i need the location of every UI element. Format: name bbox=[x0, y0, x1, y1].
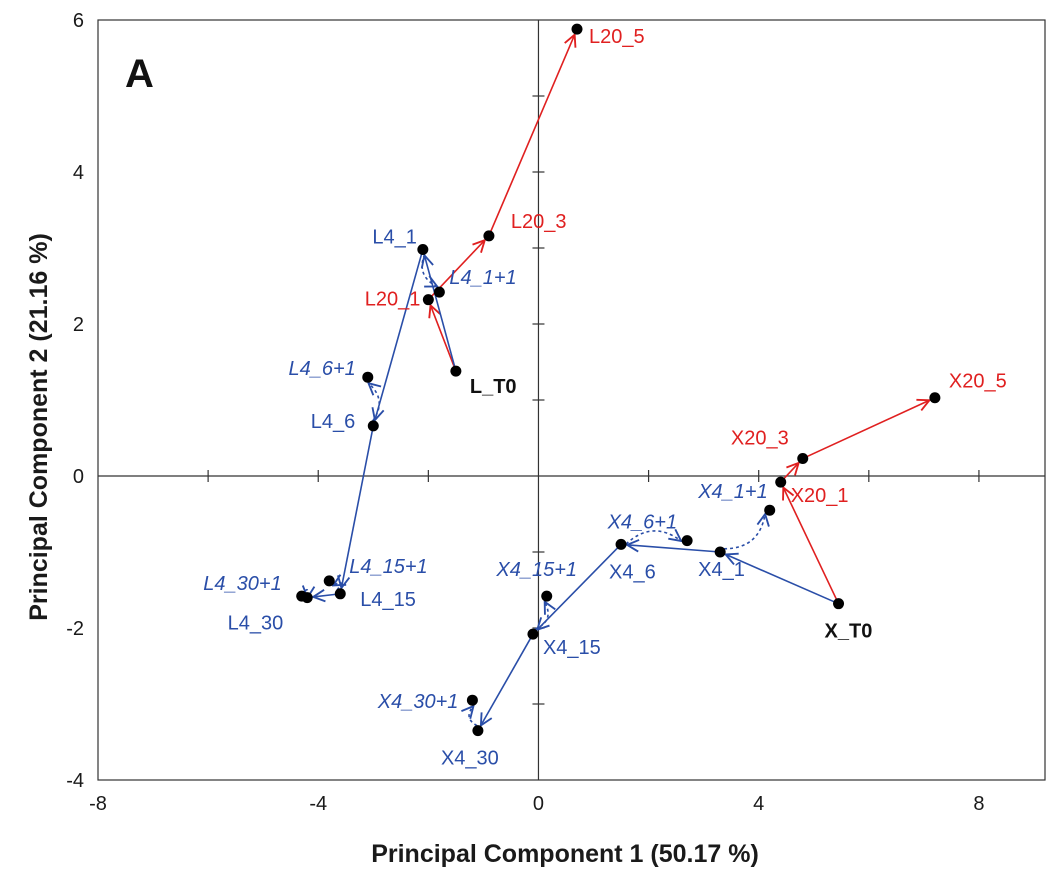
x-tick-label: -4 bbox=[309, 793, 327, 815]
arrow-l4-6-to-l4-6plus1 bbox=[368, 383, 379, 422]
label-x20-5: X20_5 bbox=[949, 371, 1007, 393]
label-l20-5: L20_5 bbox=[589, 26, 645, 48]
label-l4-30: L4_30 bbox=[228, 613, 284, 635]
arrows bbox=[301, 35, 929, 727]
y-axis-title: Principal Component 2 (21.16 %) bbox=[25, 233, 53, 621]
point-x4-6plus1 bbox=[681, 535, 693, 547]
x-tick-label: 0 bbox=[533, 793, 544, 815]
arrow-l4-15-to-l4-30 bbox=[313, 594, 336, 597]
label-x4-30plus1: X4_30+1 bbox=[377, 691, 459, 713]
arrow-x4-6-to-x4-15 bbox=[537, 547, 619, 630]
arrow-l4-6-to-l4-15 bbox=[341, 430, 374, 588]
label-x20-1: X20_1 bbox=[791, 485, 849, 507]
points bbox=[296, 23, 941, 737]
point-x20-1 bbox=[775, 476, 787, 488]
arrow-x4-6-to-x4-6plus1 bbox=[625, 531, 681, 545]
label-l4-1: L4_1 bbox=[372, 227, 417, 249]
x-tick-label: 8 bbox=[973, 793, 984, 815]
point-l4-6 bbox=[367, 420, 379, 432]
point-l4-6plus1 bbox=[362, 371, 374, 383]
label-x4-6: X4_6 bbox=[609, 561, 656, 583]
y-tick-label: 0 bbox=[73, 466, 84, 488]
label-x20-3: X20_3 bbox=[731, 428, 789, 450]
arrow-l-t0-to-l20-1 bbox=[431, 305, 455, 367]
y-tick-label: 2 bbox=[73, 314, 84, 336]
arrow-x20-3-to-x20-5 bbox=[806, 400, 929, 458]
arrow-l4-1-to-l4-6 bbox=[375, 254, 423, 420]
label-l4-6: L4_6 bbox=[311, 411, 356, 433]
label-x4-1plus1: X4_1+1 bbox=[697, 481, 768, 503]
point-x4-1 bbox=[714, 546, 726, 558]
label-x4-1: X4_1 bbox=[698, 559, 745, 581]
label-x-t0: X_T0 bbox=[825, 621, 873, 643]
label-x4-30: X4_30 bbox=[441, 748, 499, 770]
label-l4-15plus1: L4_15+1 bbox=[349, 556, 427, 578]
point-l4-15 bbox=[334, 588, 346, 600]
point-x4-6 bbox=[615, 538, 627, 550]
point-x4-1plus1 bbox=[764, 504, 776, 516]
label-x4-15plus1: X4_15+1 bbox=[495, 559, 577, 581]
arrow-x4-1-to-x4-1plus1 bbox=[723, 514, 765, 550]
point-l4-15plus1 bbox=[323, 575, 335, 587]
point-l20-5 bbox=[571, 23, 583, 35]
x-tick-label: -8 bbox=[89, 793, 107, 815]
y-tick-label: 4 bbox=[73, 162, 84, 184]
label-l4-1plus1: L4_1+1 bbox=[449, 267, 516, 289]
label-l20-3: L20_3 bbox=[511, 211, 567, 233]
point-x4-15plus1 bbox=[541, 590, 553, 602]
arrow-x20-1-to-x20-3 bbox=[783, 463, 799, 479]
arrow-x-t0-to-x20-1 bbox=[783, 487, 838, 600]
point-l20-3 bbox=[483, 230, 495, 242]
y-tick-label: -4 bbox=[66, 770, 84, 792]
label-l-t0: L_T0 bbox=[470, 376, 517, 398]
arrow-x-t0-to-x4-1 bbox=[726, 554, 835, 603]
point-x4-15 bbox=[527, 628, 539, 640]
point-labels: L_T0 L20_1 L20_3 L20_5 L4_1 L4_1+1 L4_6 L4_6+1 L… bbox=[203, 26, 1006, 769]
arrow-x4-30-to-x4-30plus1 bbox=[469, 706, 478, 727]
plot-frame bbox=[97, 19, 1046, 781]
point-x20-3 bbox=[797, 453, 809, 465]
arrow-l20-3-to-l20-5 bbox=[490, 35, 575, 232]
panel-label: A bbox=[125, 52, 154, 96]
point-l20-1 bbox=[422, 294, 434, 306]
point-x4-30plus1 bbox=[466, 694, 478, 706]
y-tick-label: -2 bbox=[66, 618, 84, 640]
label-l20-1: L20_1 bbox=[365, 289, 421, 311]
arrow-l4-15-to-l4-15plus1 bbox=[333, 583, 341, 591]
label-l4-6plus1: L4_6+1 bbox=[288, 358, 355, 380]
y-tick-label: 6 bbox=[73, 10, 84, 32]
label-x4-6plus1: X4_6+1 bbox=[607, 512, 678, 534]
x-tick-label: 4 bbox=[753, 793, 764, 815]
x-axis-title: Principal Component 1 (50.17 %) bbox=[371, 840, 759, 868]
arrow-l4-1-to-l4-1plus1 bbox=[421, 253, 437, 286]
arrow-x4-15-to-x4-30 bbox=[481, 638, 532, 725]
point-l4-1 bbox=[417, 244, 429, 256]
arrow-x4-15-to-x4-15plus1 bbox=[534, 602, 548, 631]
arrow-x4-1-to-x4-6 bbox=[627, 545, 716, 553]
point-x20-5 bbox=[929, 392, 941, 404]
point-x4-30 bbox=[472, 725, 484, 737]
arrow-l-t0-to-l4-1 bbox=[424, 255, 456, 367]
point-l4-1plus1 bbox=[433, 286, 445, 298]
point-x-t0 bbox=[833, 598, 845, 610]
label-l4-30plus1: L4_30+1 bbox=[203, 573, 281, 595]
point-l-t0 bbox=[450, 365, 462, 377]
point-l4-30plus1 bbox=[296, 590, 308, 602]
label-l4-15: L4_15 bbox=[360, 589, 416, 611]
label-x4-15: X4_15 bbox=[543, 637, 601, 659]
